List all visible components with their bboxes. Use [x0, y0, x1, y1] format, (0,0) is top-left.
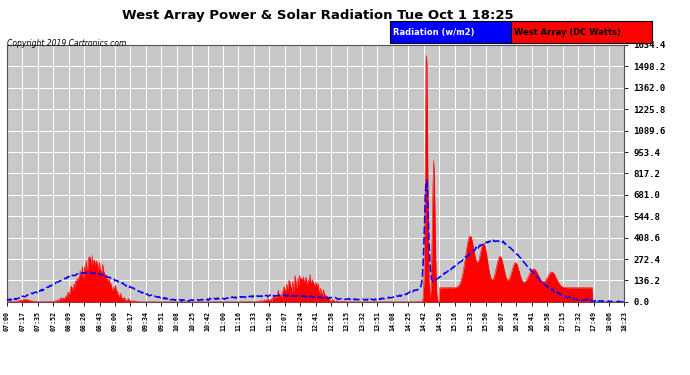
Text: Copyright 2019 Cartronics.com: Copyright 2019 Cartronics.com — [7, 39, 126, 48]
Text: Radiation (w/m2): Radiation (w/m2) — [393, 28, 475, 37]
Text: West Array (DC Watts): West Array (DC Watts) — [514, 28, 621, 37]
Text: West Array Power & Solar Radiation Tue Oct 1 18:25: West Array Power & Solar Radiation Tue O… — [121, 9, 513, 22]
